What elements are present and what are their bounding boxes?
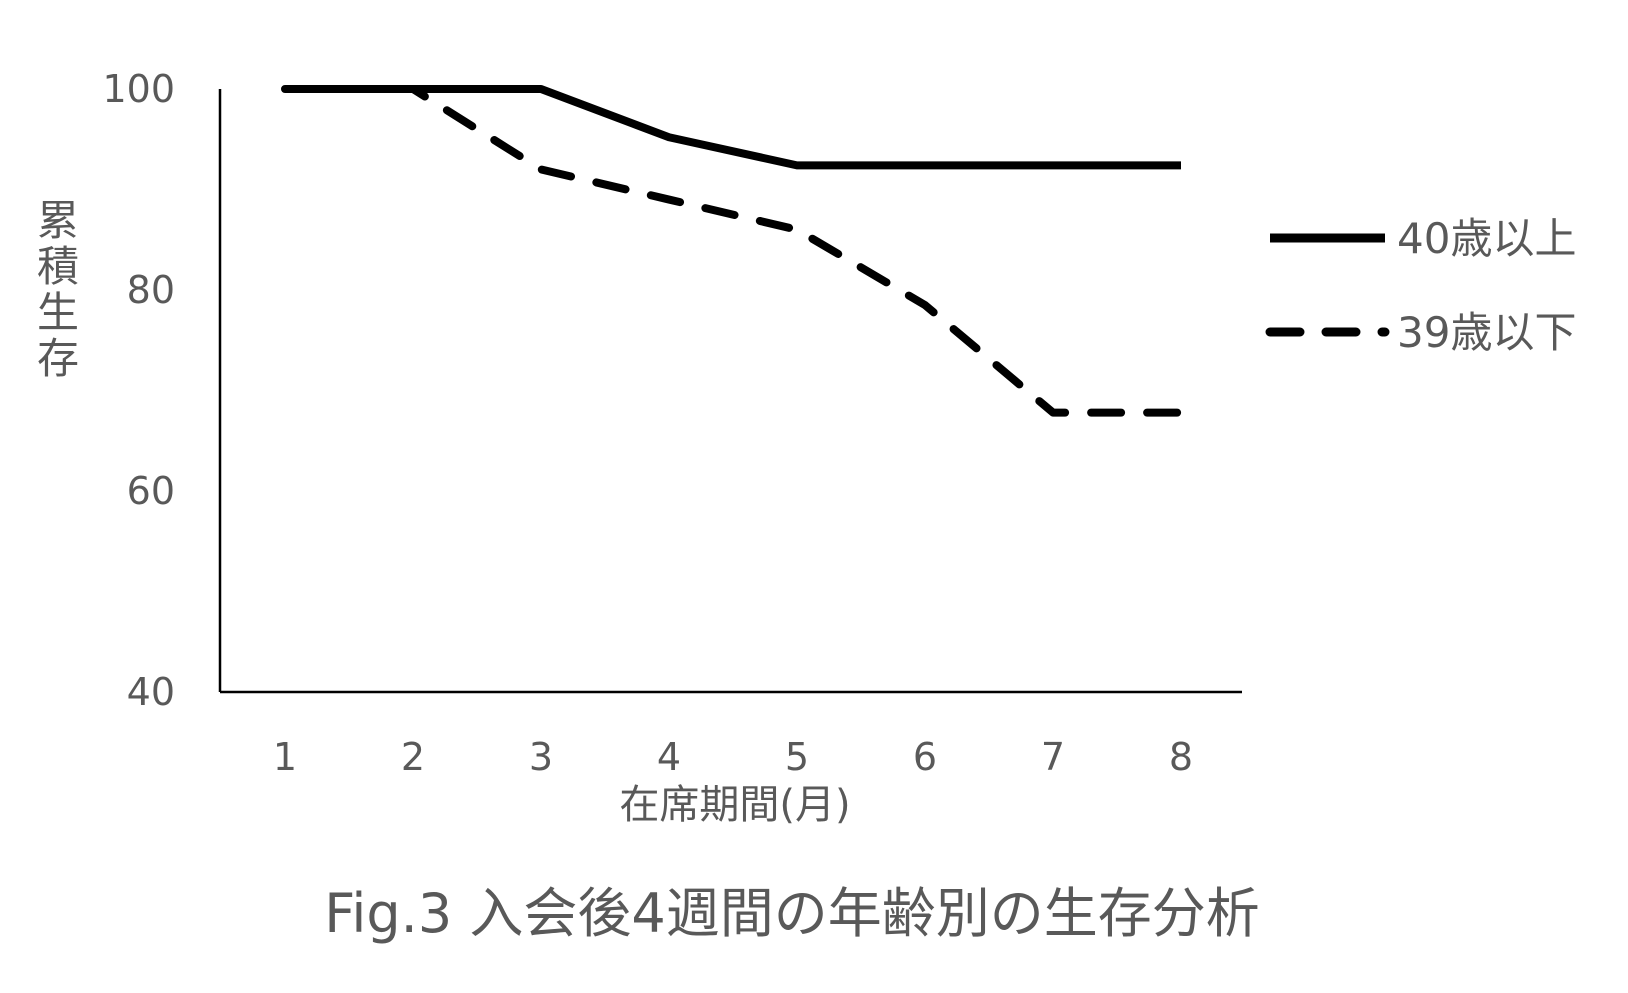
- x-tick-label: 5: [785, 735, 809, 779]
- x-tick-label: 1: [273, 735, 297, 779]
- x-tick-label: 6: [913, 735, 937, 779]
- x-tick-label: 4: [657, 735, 681, 779]
- axes: [220, 89, 1242, 692]
- series-lines: [285, 89, 1181, 413]
- y-tick-label: 100: [102, 67, 175, 111]
- x-axis-title: 在席期間(月): [619, 782, 850, 828]
- series-line-0: [285, 89, 1181, 165]
- y-tick-labels: 40 60 80 100: [102, 67, 175, 714]
- x-tick-labels: 1 2 3 4 5 6 7 8: [273, 735, 1193, 779]
- x-tick-label: 8: [1169, 735, 1193, 779]
- x-tick-label: 7: [1041, 735, 1065, 779]
- y-tick-label: 60: [127, 469, 175, 513]
- y-tick-label: 80: [127, 268, 175, 312]
- series-line-1: [285, 89, 1181, 413]
- chart-title: Fig.3 入会後4週間の年齢別の生存分析: [324, 882, 1259, 945]
- legend-label: 39歳以下: [1397, 308, 1576, 357]
- y-tick-label: 40: [127, 670, 175, 714]
- legend-label: 40歳以上: [1397, 214, 1576, 263]
- legend: 40歳以上 39歳以下: [1270, 214, 1576, 357]
- x-tick-label: 3: [529, 735, 553, 779]
- y-axis-title: 累積生存: [31, 198, 80, 382]
- x-tick-label: 2: [401, 735, 425, 779]
